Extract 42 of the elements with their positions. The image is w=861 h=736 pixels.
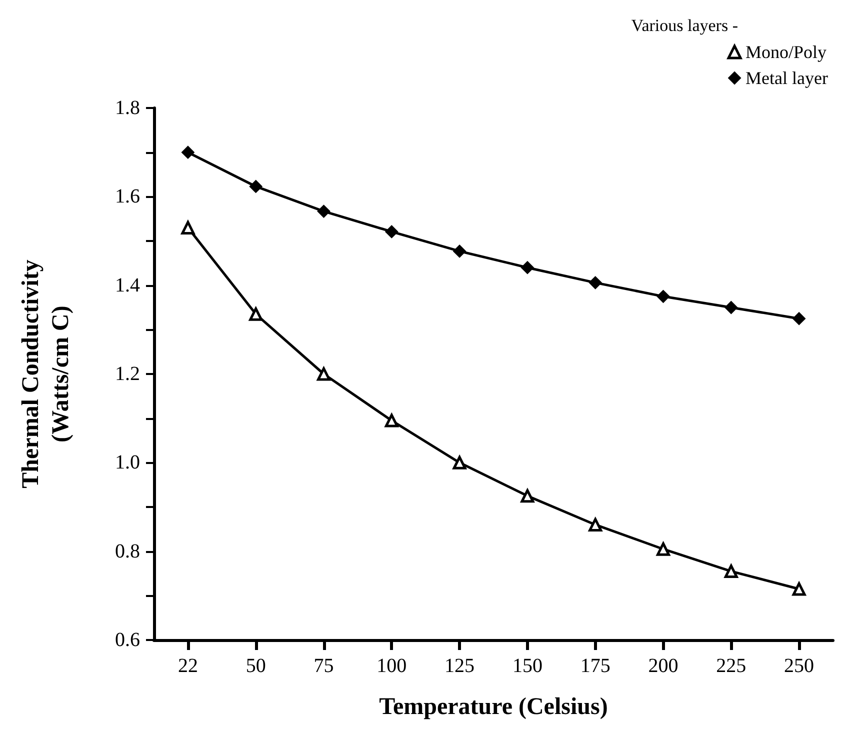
point bbox=[588, 518, 602, 532]
point bbox=[452, 456, 466, 470]
point bbox=[181, 146, 194, 159]
point bbox=[792, 582, 806, 596]
x-tick-label: 125 bbox=[444, 655, 475, 677]
y-tick-label: 1.6 bbox=[115, 186, 140, 208]
x-tick-label: 100 bbox=[376, 655, 407, 677]
x-tick-label: 225 bbox=[716, 655, 746, 677]
x-tick-label: 175 bbox=[580, 655, 610, 677]
point bbox=[384, 414, 398, 428]
y-axis-title: Thermal Conductivity (Watts/cm C) bbox=[18, 260, 74, 488]
point bbox=[249, 180, 262, 193]
x-tick-label: 75 bbox=[314, 655, 334, 677]
y-tick-label: 1.4 bbox=[115, 274, 140, 296]
x-axis-title: Temperature (Celsius) bbox=[379, 694, 608, 720]
point bbox=[656, 290, 670, 303]
point bbox=[520, 261, 534, 274]
point bbox=[453, 244, 466, 258]
point bbox=[588, 276, 602, 290]
point bbox=[520, 489, 534, 503]
point bbox=[249, 307, 263, 321]
point bbox=[181, 220, 195, 234]
y-tick-label: 1.2 bbox=[115, 363, 140, 385]
x-tick-label: 22 bbox=[178, 655, 198, 677]
y-tick-label: 1.0 bbox=[115, 452, 140, 474]
point bbox=[724, 564, 738, 578]
legend-label: Mono/Poly bbox=[746, 42, 827, 62]
point bbox=[317, 204, 330, 218]
x-tick-label: 250 bbox=[784, 655, 814, 677]
y-tick-label: 0.8 bbox=[115, 540, 140, 562]
legend-title: Various layers - bbox=[631, 16, 738, 35]
point bbox=[317, 367, 330, 381]
point bbox=[724, 301, 738, 314]
y-tick-label: 1.8 bbox=[115, 97, 140, 119]
legend-label: Metal layer bbox=[746, 68, 828, 88]
x-tick-label: 150 bbox=[512, 655, 542, 677]
point bbox=[385, 225, 398, 238]
point bbox=[656, 542, 670, 556]
x-tick-label: 50 bbox=[246, 655, 266, 677]
y-tick-label: 0.6 bbox=[115, 629, 140, 651]
point bbox=[792, 312, 806, 326]
x-tick-label: 200 bbox=[648, 655, 678, 677]
